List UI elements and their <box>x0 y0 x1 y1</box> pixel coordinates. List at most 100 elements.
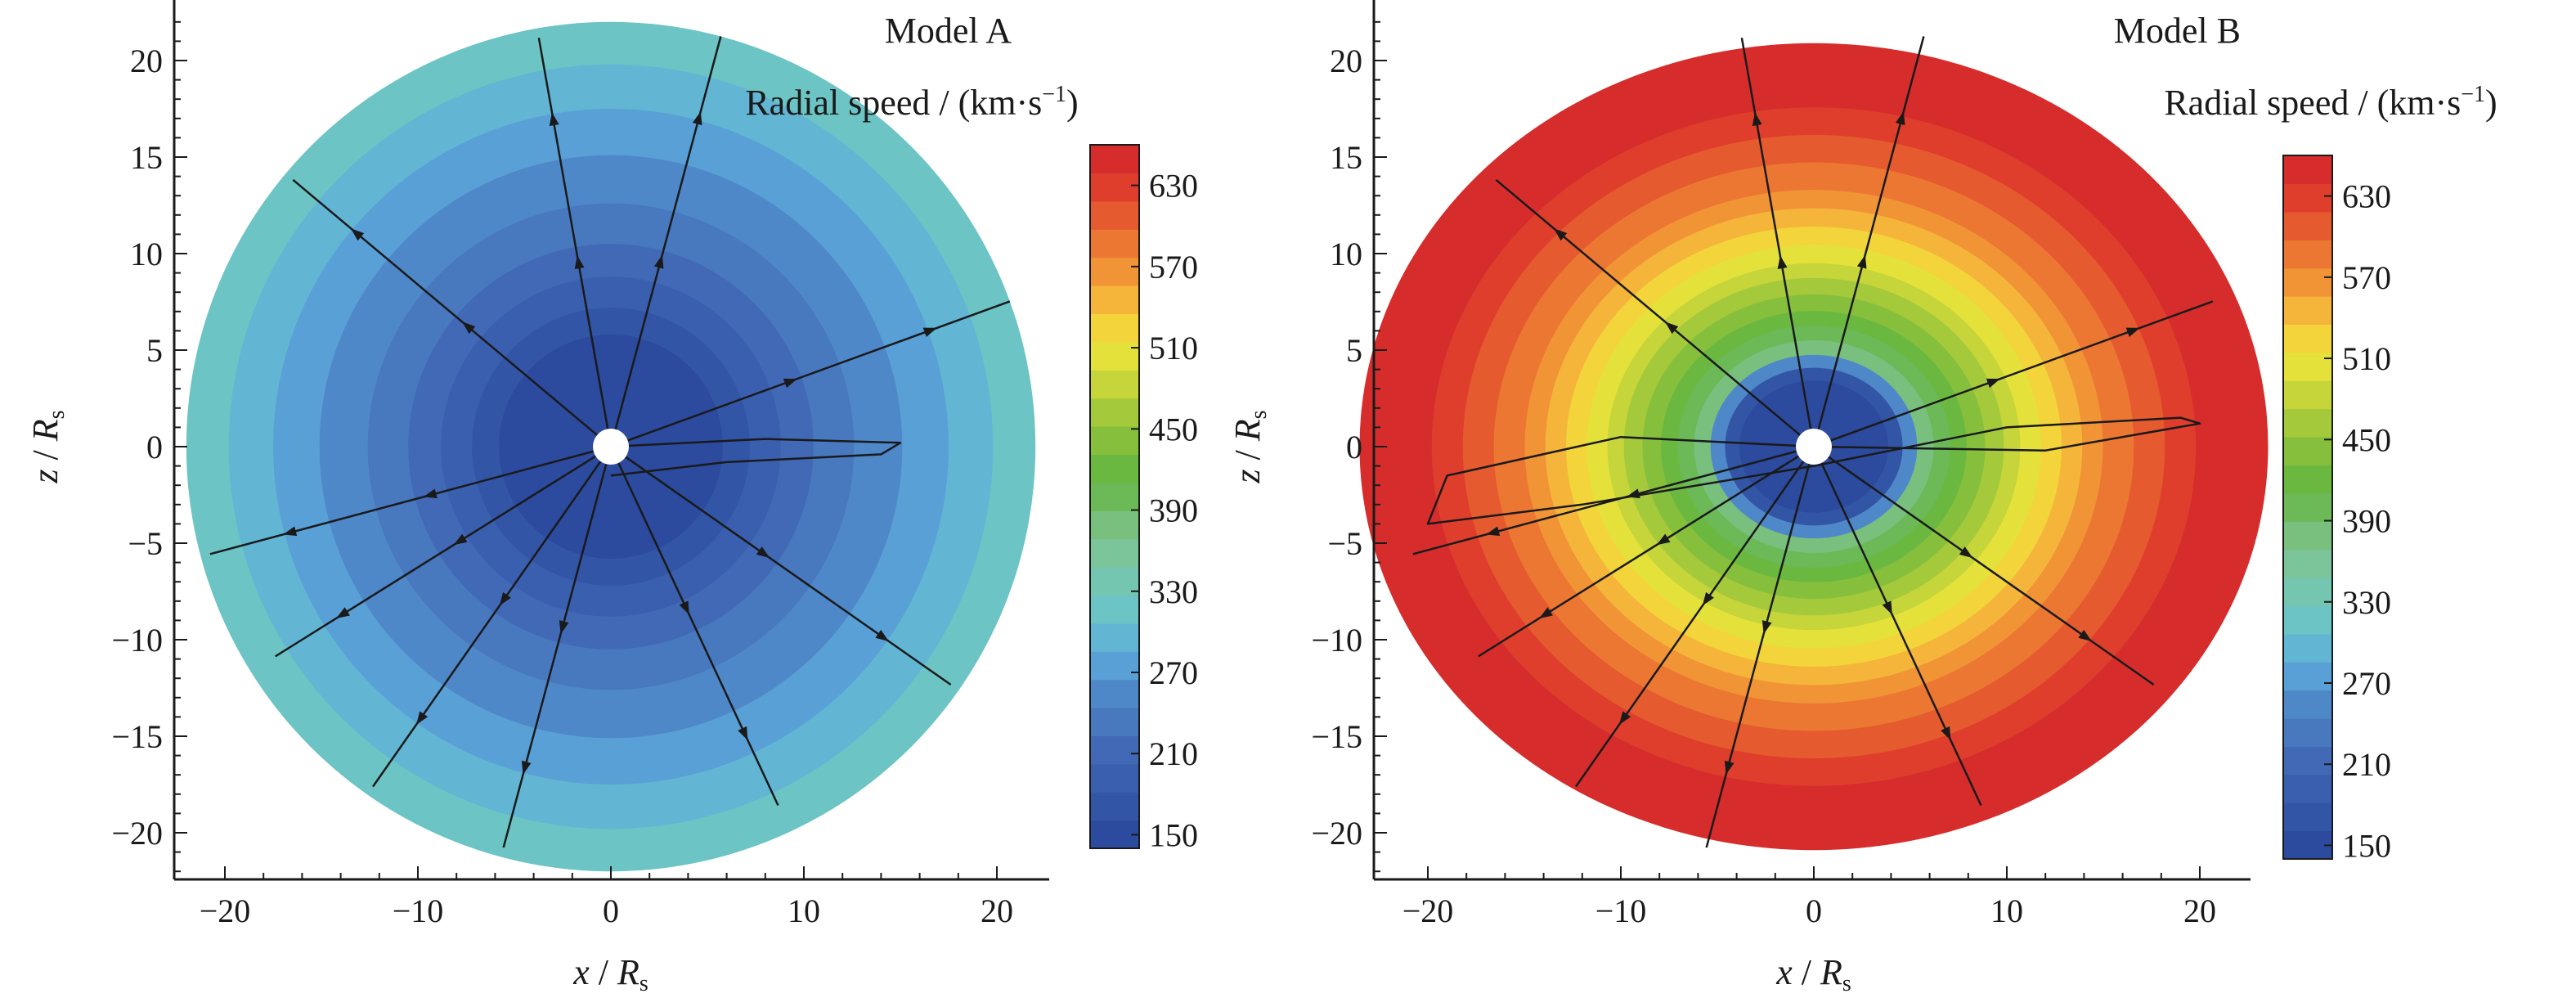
model-b-y-tick-labels: 20 15 10 5 0 −5 −10 −15 −20 <box>1311 43 1362 852</box>
model-b-field-arrow-5-1 <box>1539 607 1553 618</box>
model-b-colorbar <box>2282 155 2333 860</box>
model-a-colorbar-level-17 <box>1090 341 1139 371</box>
model-b-field-arrow-7-1 <box>1724 760 1735 775</box>
model-a-field-line-0 <box>537 38 609 430</box>
model-a-title: Model A <box>885 11 1012 51</box>
model-b-y-tick-label: −20 <box>1311 815 1362 852</box>
model-a-axes <box>173 0 1049 881</box>
model-b-x-tick-label: 10 <box>1990 892 2023 929</box>
model-a-field-arrow-7-0 <box>559 620 569 635</box>
model-a-field-arrow-6-1 <box>416 711 429 725</box>
model-b-field-line-5 <box>1478 455 1800 658</box>
model-b-field-line-9 <box>1827 456 2155 686</box>
model-b-colorbar-level-10 <box>2283 549 2332 578</box>
model-a-colorbar-level-7 <box>1090 623 1139 652</box>
model-b-colorbar-tick-label: 570 <box>2342 259 2391 296</box>
model-b-field-arrow-7-0 <box>1761 620 1772 635</box>
model-a-y-tick-label: 5 <box>146 332 163 369</box>
model-a-x-tick-label: 10 <box>788 892 820 929</box>
model-b-colorbar-level-3 <box>2283 746 2332 775</box>
model-a-field-arrow-0-0 <box>574 255 585 270</box>
model-b-field-arrow-9-1 <box>2078 629 2092 641</box>
model-b-colorbar-level-22 <box>2283 211 2332 241</box>
model-a-colorbar-level-2 <box>1090 763 1139 793</box>
model-b-x-tick-labels: −20 −10 0 10 20 <box>1402 892 2216 929</box>
model-a-field-arrow-8-1 <box>738 726 748 740</box>
model-b-field-line-7 <box>1705 463 1811 848</box>
model-a-colorbar-tick-label: 330 <box>1149 573 1198 610</box>
model-a-field-line-9 <box>624 456 952 686</box>
model-b-field-arrow-3-0 <box>1986 378 2000 389</box>
model-b-sun-disk <box>1796 429 1832 465</box>
model-a-field-line-4 <box>209 450 595 555</box>
model-a-field-line-2 <box>292 178 599 437</box>
model-a-colorbar-level-21 <box>1090 229 1139 258</box>
model-b-colorbar-level-21 <box>2283 240 2332 269</box>
model-a-field-line-5 <box>275 455 597 658</box>
model-a-y-tick-label: 10 <box>130 236 163 272</box>
model-a-field-arrow-3-0 <box>783 378 797 389</box>
model-b-colorbar-level-2 <box>2283 774 2332 803</box>
model-a-colorbar-level-18 <box>1090 313 1139 343</box>
model-a-colorbar-level-8 <box>1090 595 1139 624</box>
model-b-field-arrow-9-0 <box>1959 546 1973 559</box>
model-b-field-arrow-1-0 <box>1856 254 1867 269</box>
model-a-colorbar-level-4 <box>1090 708 1139 736</box>
model-a-y-tick-label: 15 <box>130 139 163 176</box>
model-a-field-arrow-7-1 <box>521 760 532 775</box>
model-b-colorbar-level-14 <box>2283 437 2332 465</box>
model-b-axes <box>1372 0 2251 881</box>
model-b-colorbar-level-1 <box>2283 802 2332 832</box>
model-a-colorbar-level-22 <box>1090 200 1139 230</box>
model-b-x-tick-label: 20 <box>2183 892 2216 929</box>
model-a-colorbar-tick-label: 150 <box>1149 816 1198 853</box>
model-b-colorbar-level-17 <box>2283 352 2332 381</box>
model-b-y-tick-label: −10 <box>1311 622 1362 659</box>
model-a-field-arrow-2-0 <box>462 321 476 335</box>
model-a-closed-loop <box>610 438 902 477</box>
model-b-field-arrow-4-1 <box>1486 526 1501 537</box>
model-b-colorbar-frame <box>2282 155 2333 860</box>
model-b-colorbar-level-23 <box>2283 183 2332 213</box>
model-b-y-tick-label: −5 <box>1327 525 1362 562</box>
model-a-colorbar-level-10 <box>1090 538 1139 568</box>
model-a-field-arrow-9-1 <box>875 629 889 641</box>
model-a-field-arrow-5-1 <box>336 607 350 618</box>
model-a-y-tick-label: −10 <box>111 622 163 659</box>
model-b-x-tick-label: 0 <box>1806 892 1822 929</box>
model-b-colorbar-tick-label: 390 <box>2342 503 2391 540</box>
model-b-colorbar-level-8 <box>2283 605 2332 635</box>
model-b-colorbar-tick-label: 270 <box>2342 665 2391 702</box>
model-a-sun-disk <box>593 429 629 465</box>
model-a-field-arrow-1-1 <box>692 111 702 126</box>
model-b-colorbar-level-18 <box>2283 324 2332 353</box>
model-b-field-line-0 <box>1740 38 1812 430</box>
model-b-field-line-2 <box>1495 178 1802 437</box>
model-b-colorbar-level-12 <box>2283 492 2332 522</box>
model-a-field-line-3 <box>626 300 1011 442</box>
model-b-field-arrow-0-0 <box>1777 255 1788 270</box>
model-a-field-arrow-3-1 <box>922 327 937 337</box>
model-a-y-axis-title: z / Rs <box>25 410 70 483</box>
model-b-field-line-8 <box>1820 461 1982 806</box>
model-a-x-axis-title: x / Rs <box>572 952 648 996</box>
model-b-colorbar-level-6 <box>2283 662 2332 691</box>
model-b-closed-loop <box>1426 416 2201 525</box>
model-b-y-tick-label: 20 <box>1330 43 1362 79</box>
model-b-field-line-3 <box>1829 300 2214 442</box>
model-b-colorbar-level-13 <box>2283 465 2332 494</box>
model-a-colorbar-level-24 <box>1090 145 1139 173</box>
model-b-x-tick-label: −20 <box>1402 892 1454 929</box>
model-b-colorbar-level-4 <box>2283 718 2332 747</box>
model-a-colorbar-level-5 <box>1090 679 1139 708</box>
model-b-colorbar-tick-label: 510 <box>2342 340 2391 377</box>
model-a-colorbar-tick-label: 630 <box>1149 168 1198 205</box>
model-b-colorbar-level-7 <box>2283 633 2332 663</box>
model-a-colorbar-level-12 <box>1090 482 1139 511</box>
model-a-field-arrow-0-1 <box>549 112 559 127</box>
model-b-colorbar-level-11 <box>2283 521 2332 551</box>
model-a-colorbar-level-16 <box>1090 370 1139 399</box>
model-b-field-arrow-8-0 <box>1882 600 1892 615</box>
